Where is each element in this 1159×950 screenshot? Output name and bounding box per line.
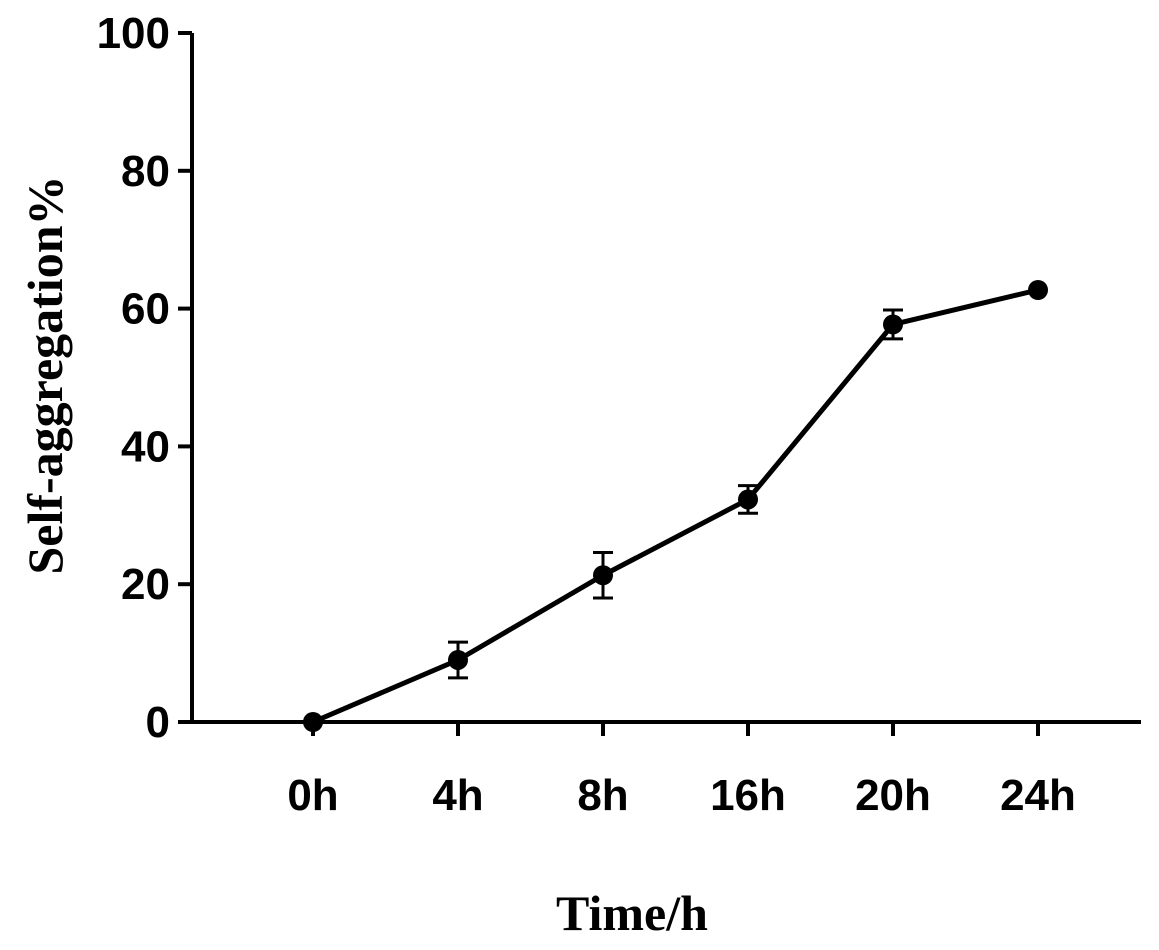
y-tick-label: 60: [121, 285, 170, 334]
y-ticks: 0 20 40 60 80 100: [97, 9, 192, 747]
y-tick-label: 80: [121, 147, 170, 196]
y-tick-label: 100: [97, 9, 170, 58]
series-layer: [303, 279, 1048, 732]
data-point: [448, 649, 468, 670]
x-tick-label: 20h: [855, 771, 931, 820]
x-tick-label: 8h: [577, 771, 628, 820]
y-tick-label: 40: [121, 422, 170, 471]
x-tick-label: 24h: [1000, 771, 1076, 820]
series-line: [312, 287, 1039, 725]
x-tick-label: 16h: [710, 771, 786, 820]
data-point: [1028, 279, 1048, 300]
x-axis-title: Time/h: [556, 885, 708, 941]
data-point: [593, 565, 613, 586]
y-tick-label: 20: [121, 560, 170, 609]
axes: [190, 33, 1141, 724]
data-point: [738, 489, 758, 510]
x-tick-label: 0h: [287, 771, 338, 820]
data-point: [303, 712, 323, 732]
y-axis-title: Self-aggregation%: [17, 175, 73, 574]
y-tick-label: 0: [146, 698, 170, 747]
x-tick-label: 4h: [432, 771, 483, 820]
x-ticks: 0h 4h 8h 16h 20h 24h: [287, 722, 1076, 820]
data-point: [883, 314, 903, 335]
